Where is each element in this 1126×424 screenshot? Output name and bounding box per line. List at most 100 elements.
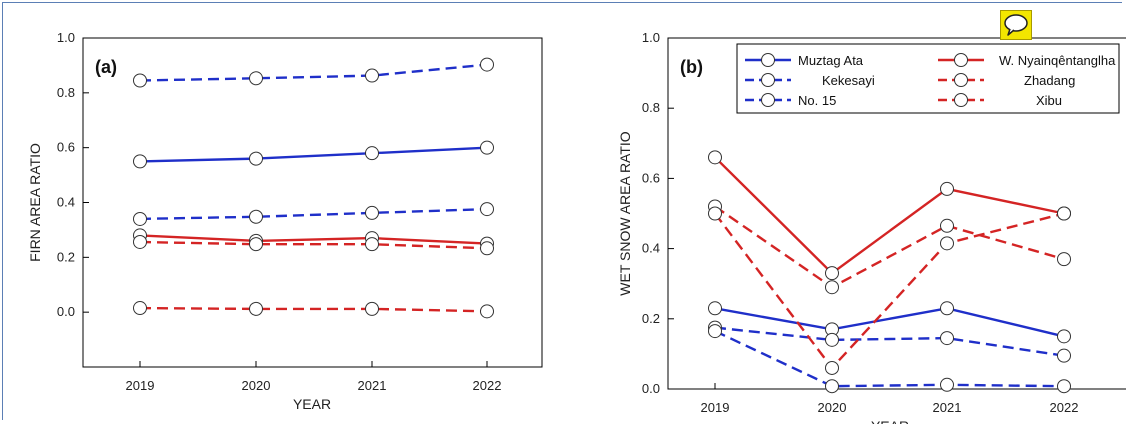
series-line <box>714 326 1065 357</box>
y-tick-label: 0.8 <box>57 85 75 100</box>
legend-item-w-nyainqentanglha: W. Nyainqêntanglha <box>938 53 1116 68</box>
data-point <box>940 331 954 346</box>
data-point <box>133 211 147 226</box>
y-tick-label: 1.0 <box>642 30 660 45</box>
series-line <box>139 234 488 245</box>
data-point <box>249 209 263 224</box>
series-line <box>139 207 488 221</box>
legend-label: Muztag Ata <box>798 53 864 68</box>
legend-marker <box>761 73 775 87</box>
data-point <box>249 301 263 316</box>
y-tick-label: 0.0 <box>642 381 660 396</box>
data-point <box>249 71 263 86</box>
data-point <box>365 205 379 220</box>
series-line <box>714 205 1065 289</box>
x-tick-label: 2019 <box>126 378 155 393</box>
legend-item-muztag-ata: Muztag Ata <box>745 53 864 68</box>
chart-panel-b: 0.0 0.2 0.4 0.6 0.8 1.0 2019 2020 2021 2022 YEAR WE… <box>617 30 1126 424</box>
legend-marker <box>954 93 968 107</box>
data-point <box>249 151 263 166</box>
y-tick-label: 0.6 <box>57 140 75 155</box>
data-point <box>708 206 722 221</box>
series-line <box>139 240 488 250</box>
x-tick-label: 2020 <box>818 400 847 415</box>
series-no-15 <box>133 57 494 88</box>
data-point <box>1057 252 1071 267</box>
legend-label: Zhadang <box>1024 73 1075 88</box>
data-point <box>249 237 263 252</box>
data-point <box>940 301 954 316</box>
data-point <box>940 181 954 196</box>
x-axis-label: YEAR <box>293 396 331 412</box>
series-zhadang <box>708 199 1071 295</box>
data-point <box>365 237 379 252</box>
data-point <box>1057 329 1071 344</box>
x-tick-label: 2020 <box>242 378 271 393</box>
series-muztag-ata <box>708 301 1071 344</box>
series-zhadang <box>133 234 494 256</box>
y-tick-label: 0.4 <box>642 241 660 256</box>
data-point <box>825 266 839 281</box>
x-tick-label: 2021 <box>933 400 962 415</box>
panel-label: (a) <box>95 57 117 77</box>
data-point <box>133 234 147 249</box>
x-tick-label: 2022 <box>1050 400 1079 415</box>
data-point <box>1057 379 1071 394</box>
legend-marker <box>761 53 775 67</box>
y-tick-label: 0.6 <box>642 170 660 185</box>
data-point <box>480 304 494 319</box>
series-w-nyainqentanglha <box>708 150 1071 281</box>
data-point <box>940 377 954 392</box>
data-point <box>480 202 494 217</box>
y-tick-label: 0.8 <box>642 100 660 115</box>
data-point <box>940 218 954 233</box>
series-kekesayi <box>133 202 494 226</box>
series-line <box>714 307 1065 338</box>
x-tick-label: 2021 <box>358 378 387 393</box>
legend-label: Xibu <box>1036 93 1062 108</box>
data-point <box>365 68 379 83</box>
legend-item-kekesayi: Kekesayi <box>745 73 875 88</box>
legend-marker <box>761 93 775 107</box>
data-point <box>133 301 147 316</box>
comment-icon[interactable] <box>1000 10 1032 40</box>
data-point <box>825 280 839 295</box>
data-point <box>825 360 839 375</box>
legend-label: W. Nyainqêntanglha <box>999 53 1116 68</box>
legend-item-no-15: No. 15 <box>745 93 836 108</box>
legend-item-zhadang: Zhadang <box>938 73 1075 88</box>
data-point <box>480 57 494 72</box>
data-point <box>480 140 494 155</box>
y-axis-label: FIRN AREA RATIO <box>27 143 43 262</box>
series-line <box>139 306 488 313</box>
series-line <box>714 156 1065 275</box>
legend-label: Kekesayi <box>822 73 875 88</box>
series-line <box>139 146 488 163</box>
data-point <box>365 301 379 316</box>
series-line <box>139 63 488 82</box>
series-kekesayi <box>708 320 1071 363</box>
data-point <box>365 146 379 161</box>
legend: Muztag Ata Kekesayi No. 15 W. Nyainqêntangl… <box>736 43 1120 114</box>
x-tick-label: 2022 <box>473 378 502 393</box>
data-point <box>825 379 839 394</box>
data-point <box>708 150 722 165</box>
data-point <box>1057 348 1071 363</box>
data-point <box>825 332 839 347</box>
series-xibu <box>133 301 494 319</box>
legend-box <box>736 43 1120 114</box>
series-line <box>714 212 1065 370</box>
y-tick-label: 0.0 <box>57 304 75 319</box>
legend-item-xibu: Xibu <box>938 93 1062 108</box>
data-point <box>480 241 494 256</box>
y-tick-label: 1.0 <box>57 30 75 45</box>
series-muztag-ata <box>133 140 494 169</box>
data-point <box>708 324 722 339</box>
y-axis-label: WET SNOW AREA RATIO <box>617 131 633 296</box>
data-point <box>708 301 722 316</box>
chart-panel-a: 0.0 0.2 0.4 0.6 0.8 1.0 2019 2020 2021 2022 YEAR FI… <box>27 30 543 412</box>
y-tick-label: 0.2 <box>57 249 75 264</box>
panel-label: (b) <box>680 57 703 77</box>
